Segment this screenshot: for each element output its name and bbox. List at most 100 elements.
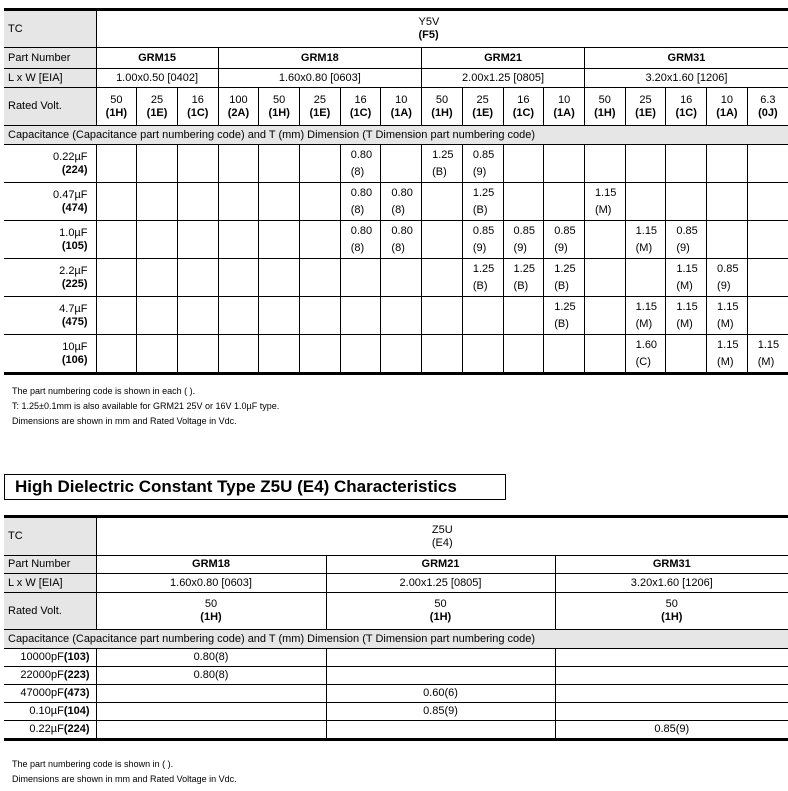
thickness: 0.85 [472, 148, 495, 161]
table-cell [583, 258, 626, 297]
thickness: 0.80 [391, 186, 413, 199]
table-cell [746, 182, 788, 221]
table-cell: 0.85(9) [502, 220, 545, 259]
value: 50 [598, 93, 611, 106]
table-cell: 0.85(9) [554, 720, 788, 741]
capacitance-label: 2.2µF (225) [4, 258, 97, 297]
code: (1E) [472, 106, 494, 119]
value: 4.7µF [59, 302, 88, 315]
capacitance-label: 0.47µF (474) [4, 182, 97, 221]
note: Dimensions are shown in mm and Rated Vol… [12, 416, 237, 426]
table-cell [299, 258, 341, 297]
thickness: 1.25 [554, 300, 576, 313]
table-cell [258, 296, 301, 335]
table-cell [502, 296, 545, 335]
table-cell [583, 296, 626, 335]
z5u-section-title: High Dielectric Constant Type Z5U (E4) C… [4, 474, 506, 500]
rated-volt: 25 (1E) [136, 87, 178, 126]
table-cell: 0.80(8) [95, 666, 327, 685]
thickness: 0.80 [350, 148, 373, 161]
table-cell [665, 182, 708, 221]
thickness: 1.15 [635, 300, 658, 313]
thickness: 1.25 [513, 262, 535, 275]
table-cell [543, 182, 585, 221]
table-cell [583, 220, 626, 259]
value: 2.2µF [59, 264, 88, 277]
code: (106) [61, 353, 88, 366]
table-cell [95, 334, 138, 375]
table-cell [380, 144, 423, 183]
part-number-grm18: GRM18 [95, 555, 327, 574]
table-cell [136, 144, 178, 183]
thickness: 1.25 [472, 262, 495, 275]
table-cell [299, 182, 341, 221]
capacitance-label: 0.22µF(224) [4, 144, 97, 183]
table-cell [339, 296, 382, 335]
thickness: 1.15 [757, 338, 780, 351]
table-cell [502, 144, 545, 183]
table-cell: 0.85(9) [325, 702, 556, 721]
table-cell [136, 296, 178, 335]
table-cell: 1.15 (M) [624, 296, 667, 335]
rated-volt: 10 (1A) [543, 87, 585, 126]
thickness-code: (M) [635, 241, 653, 254]
table-cell [136, 182, 178, 221]
table-cell [380, 258, 423, 297]
table-cell [136, 220, 178, 259]
table-cell [624, 144, 667, 183]
table-cell [217, 334, 260, 375]
table-cell [176, 182, 219, 221]
table-cell: 0.85(9) [665, 220, 708, 259]
table-cell [746, 144, 788, 183]
capacitance-header: Capacitance (Capacitance part numbering … [4, 629, 788, 649]
value: 50 [435, 93, 449, 106]
table-cell: 0.85(9) [543, 220, 585, 259]
y5v-notes: The part numbering code is shown in each… [12, 384, 279, 429]
value: 16 [354, 93, 367, 106]
capacitance: 10000pF [20, 651, 64, 663]
table-cell [380, 296, 423, 335]
thickness: 0.80 [350, 224, 373, 237]
table-cell [258, 258, 301, 297]
thickness-code: (M) [594, 203, 612, 216]
code: (1A) [716, 106, 738, 119]
note: T: 1.25±0.1mm is also available for GRM2… [12, 401, 280, 411]
table-cell [176, 334, 219, 375]
capacitance-label: 0.22µF(224) [4, 720, 97, 741]
capacitance-label: 10µF (106) [4, 334, 97, 375]
capacitance-label: 10000pF(103) [4, 648, 97, 667]
code: (1H) [431, 106, 453, 119]
size-grm18: 1.60x0.80 [0603] [217, 68, 423, 88]
table-row: 0.10µF(104) 0.85(9) [4, 702, 788, 721]
table-row: 2.2µF (225) 1.25 (B) 1.25 (B) 1.25 (B) 1.15 (M) 0.… [4, 258, 788, 297]
rated-volt: 50 (1H) [258, 87, 301, 126]
table-cell [258, 334, 301, 375]
thickness-code: (9) [513, 241, 527, 254]
part-number-grm31: GRM31 [583, 47, 788, 69]
capacitance: 0.10µF [29, 705, 64, 717]
table-row: 1.0µF (105) 0.80 (8) 0.80 (8) 0.85 (9) 0.85 (9) 0.… [4, 220, 788, 259]
rated-volt: 50 (1H) [583, 87, 626, 126]
table-cell [217, 220, 260, 259]
table-cell [258, 144, 301, 183]
table-cell: 1.15 (M) [746, 334, 788, 375]
thickness: 1.15 [717, 300, 739, 313]
thickness-code: (9) [717, 279, 731, 292]
note: The part numbering code is shown in each… [12, 386, 196, 396]
code: (1C) [349, 106, 372, 119]
value: 25 [150, 93, 164, 106]
value: 6.3 [760, 93, 776, 106]
table-cell [554, 684, 788, 703]
table-row: 10000pF(103) 0.80(8) [4, 648, 788, 667]
rated-volt: 10 (1A) [380, 87, 423, 126]
table-cell [217, 258, 260, 297]
table-cell: 1.25 (B) [461, 182, 504, 221]
capacitance-code: (224) [63, 723, 90, 735]
thickness: 1.15 [717, 338, 739, 351]
code: (1H) [268, 106, 290, 119]
thickness-code: (M) [757, 355, 775, 368]
rated-volt: 16 (1C) [339, 87, 382, 126]
table-cell [95, 258, 138, 297]
table-cell [217, 144, 260, 183]
rated-volt: 50 (1H) [554, 592, 788, 630]
